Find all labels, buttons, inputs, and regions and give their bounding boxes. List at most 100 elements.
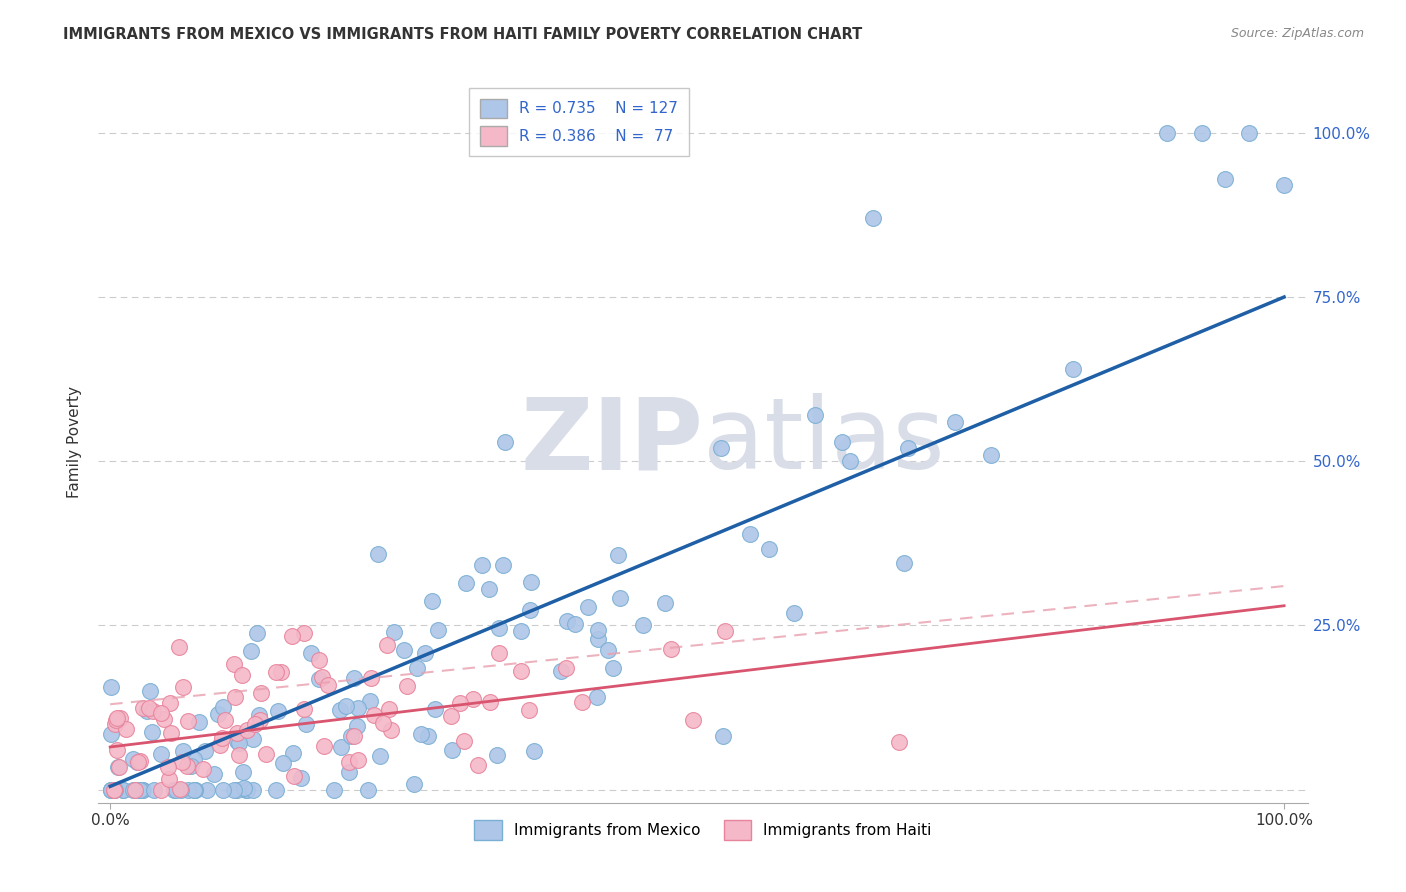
Point [337,765,360,780]
Point [633,618,655,632]
Point [783,607,806,621]
Point [100,681,122,695]
Point [266,704,288,718]
Point [343,671,366,685]
Point [413,646,436,660]
Point [471,558,494,573]
Point [606,548,628,562]
Point [550,665,572,679]
Point [803,409,825,423]
Point [440,709,463,723]
Text: IMMIGRANTS FROM MEXICO VS IMMIGRANTS FROM HAITI FAMILY POVERTY CORRELATION CHART: IMMIGRANTS FROM MEXICO VS IMMIGRANTS FRO… [63,27,862,42]
Point [1062,362,1084,376]
Point [519,603,541,617]
Point [172,744,194,758]
Point [138,683,160,698]
Point [184,782,207,797]
Point [1215,171,1237,186]
Point [586,623,609,637]
Point [165,782,187,797]
Point [132,700,155,714]
Point [292,702,315,716]
Point [517,702,540,716]
Point [264,782,287,797]
Point [889,734,911,748]
Point [329,702,352,716]
Point [170,755,193,769]
Point [129,782,152,797]
Point [283,747,305,761]
Point [371,716,394,731]
Point [100,782,122,797]
Point [1191,126,1213,140]
Point [450,696,472,710]
Point [193,762,215,776]
Point [163,782,186,797]
Point [382,625,405,640]
Text: Source: ZipAtlas.com: Source: ZipAtlas.com [1230,27,1364,40]
Point [478,695,501,709]
Point [246,625,269,640]
Point [308,672,330,686]
Legend: Immigrants from Mexico, Immigrants from Haiti: Immigrants from Mexico, Immigrants from … [468,814,938,846]
Point [423,702,446,716]
Point [1272,178,1295,193]
Point [204,767,226,781]
Point [105,713,128,727]
Point [596,643,619,657]
Point [212,782,235,797]
Point [225,726,247,740]
Point [314,739,336,753]
Point [404,777,426,791]
Point [112,782,135,797]
Point [368,749,391,764]
Point [654,596,676,610]
Point [271,756,294,770]
Point [121,752,143,766]
Point [153,713,176,727]
Point [107,760,129,774]
Point [211,731,233,745]
Point [342,730,364,744]
Point [367,547,389,561]
Point [682,714,704,728]
Point [105,711,128,725]
Point [141,725,163,739]
Point [523,744,546,758]
Point [1237,126,1260,140]
Point [586,632,609,646]
Point [172,680,194,694]
Point [214,713,236,727]
Point [249,713,271,727]
Point [294,625,316,640]
Point [235,782,257,797]
Point [339,729,361,743]
Point [576,599,599,614]
Point [176,714,198,728]
Text: ZIP: ZIP [520,393,703,490]
Point [571,695,593,709]
Point [283,769,305,783]
Point [108,760,131,774]
Point [254,747,277,761]
Point [453,734,475,748]
Point [125,755,148,769]
Point [236,782,259,797]
Point [945,415,967,429]
Point [467,758,489,772]
Point [169,640,191,654]
Point [131,782,153,797]
Point [150,782,173,797]
Point [207,706,229,721]
Point [150,706,173,720]
Point [838,454,860,468]
Point [396,679,419,693]
Point [710,441,733,455]
Point [122,782,145,797]
Point [180,759,202,773]
Point [380,723,402,737]
Point [103,782,125,797]
Point [247,708,270,723]
Point [176,759,198,773]
Point [454,575,477,590]
